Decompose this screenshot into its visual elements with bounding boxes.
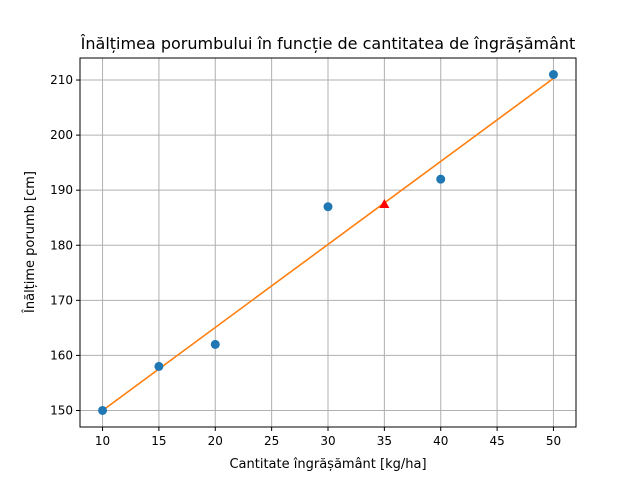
- x-tick-label: 10: [95, 434, 110, 448]
- x-tick-label: 50: [546, 434, 561, 448]
- data-point: [548, 70, 558, 80]
- y-tick-label: 150: [50, 403, 73, 417]
- x-tick-label: 15: [151, 434, 166, 448]
- data-point: [323, 202, 333, 212]
- chart-title: Înălțimea porumbului în funcție de canti…: [80, 34, 576, 53]
- y-tick-label: 210: [50, 73, 73, 87]
- y-tick-label: 180: [50, 238, 73, 252]
- x-tick-label: 35: [377, 434, 392, 448]
- y-tick-label: 200: [50, 128, 73, 142]
- x-tick-label: 45: [489, 434, 504, 448]
- y-axis-label: Înălțime porumb [cm]: [22, 171, 38, 314]
- x-axis-label: Cantitate îngrășământ [kg/ha]: [229, 457, 426, 472]
- data-point: [210, 339, 220, 349]
- data-point: [98, 405, 108, 415]
- axis-ticks: 10 15 20 25 30 35 40 45 50 150 160 170 180 190 200 210: [50, 73, 561, 448]
- x-tick-label: 25: [264, 434, 279, 448]
- predicted-point: [379, 198, 390, 208]
- data-point: [436, 174, 446, 184]
- y-tick-label: 190: [50, 183, 73, 197]
- data-point: [154, 361, 164, 371]
- plot-series: [98, 70, 558, 415]
- x-tick-label: 20: [208, 434, 223, 448]
- y-tick-label: 160: [50, 348, 73, 362]
- x-tick-label: 40: [433, 434, 448, 448]
- fit-line: [102, 77, 554, 412]
- y-tick-label: 170: [50, 293, 73, 307]
- x-tick-label: 30: [320, 434, 335, 448]
